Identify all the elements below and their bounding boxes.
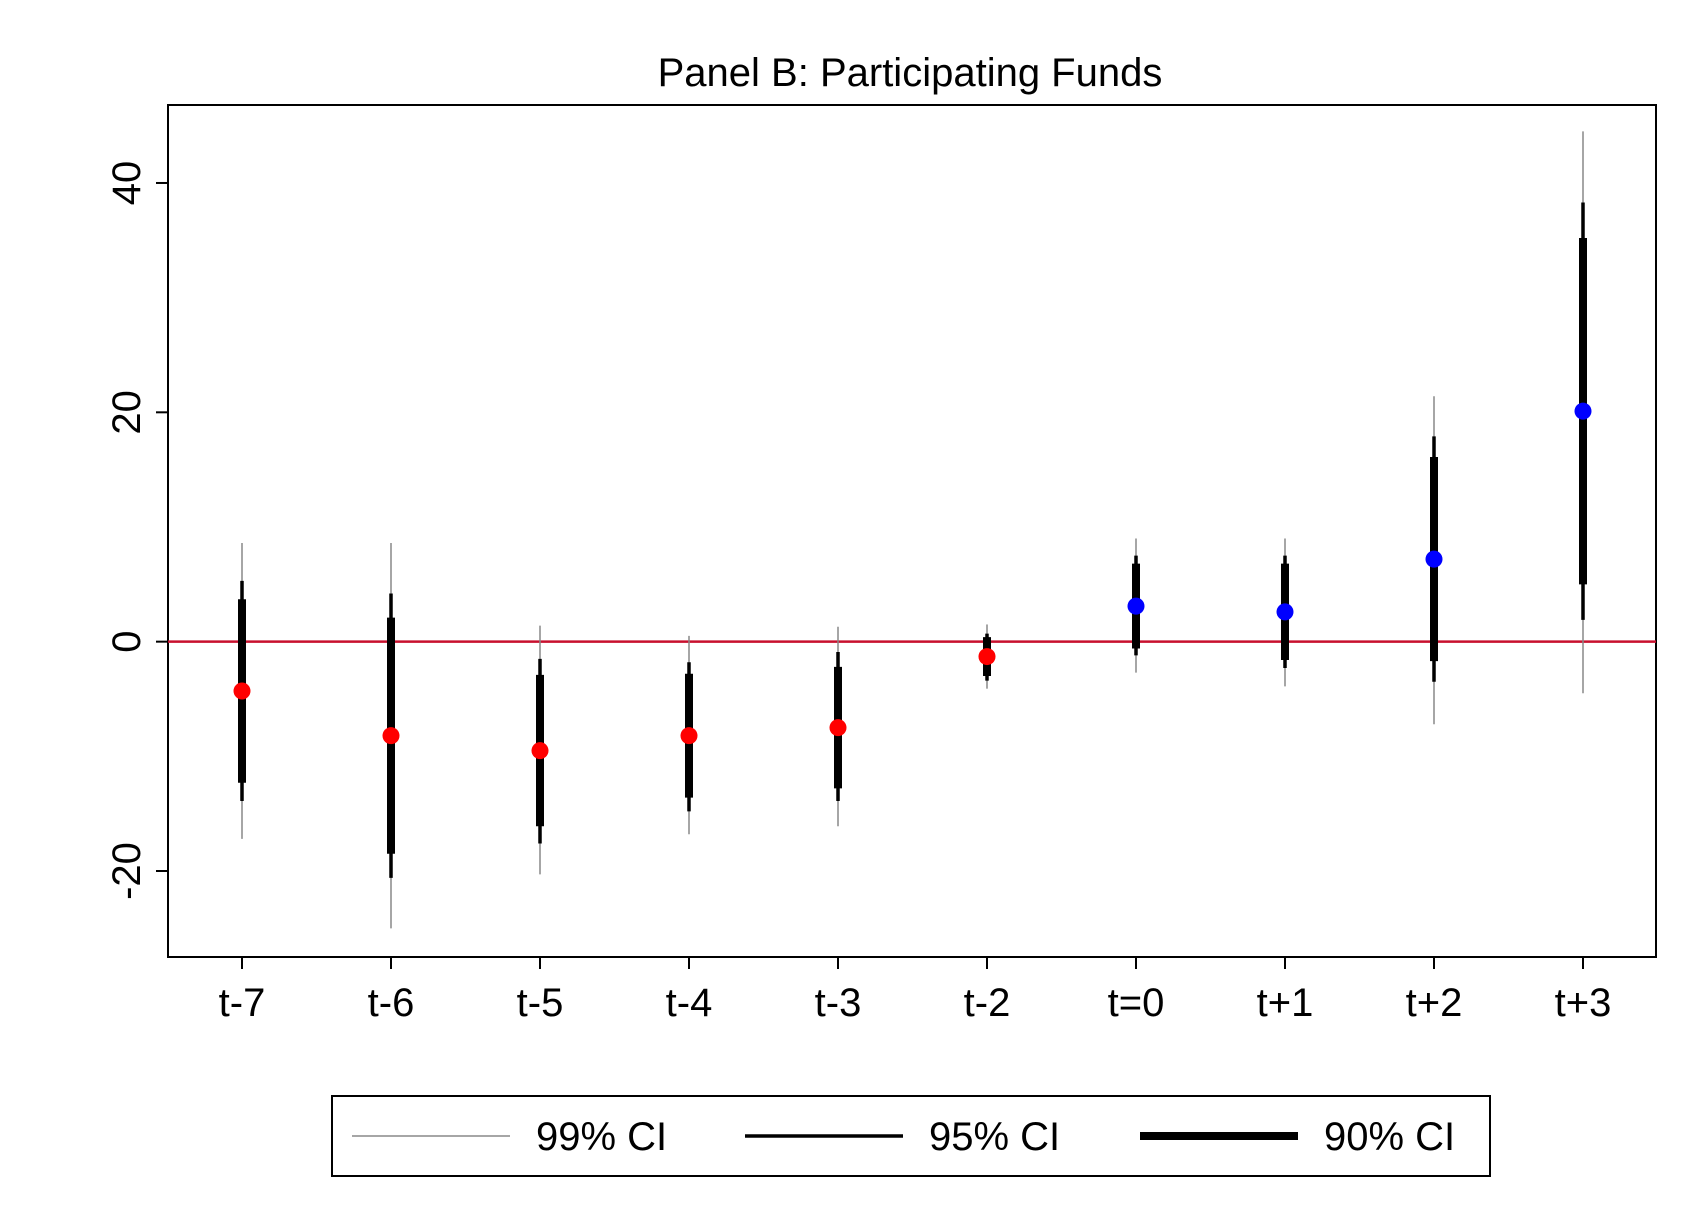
x-tick-label-3: t-4 xyxy=(666,981,713,1025)
legend-label-ci95: 95% CI xyxy=(929,1115,1060,1159)
x-tick-label-5: t-2 xyxy=(964,981,1011,1025)
y-tick-label-0: 40 xyxy=(105,161,149,206)
chart-title: Panel B: Participating Funds xyxy=(658,51,1163,95)
plot-area: 40 20 0 -20 t-7 t-6 t-5 t-4 t-3 t-2 t=0 t+1 t+2 t+3 xyxy=(105,104,1657,1025)
point-estimate-9 xyxy=(1574,402,1592,420)
legend: 99% CI 95% CI 90% CI xyxy=(331,1095,1491,1177)
point-estimate-1 xyxy=(382,727,400,745)
y-tick-label-2: 0 xyxy=(105,631,149,653)
x-tick-label-7: t+1 xyxy=(1257,981,1314,1025)
x-tick-label-9: t+3 xyxy=(1555,981,1612,1025)
point-estimate-6 xyxy=(1127,597,1145,615)
legend-label-ci90: 90% CI xyxy=(1324,1115,1455,1159)
x-tick-label-8: t+2 xyxy=(1406,981,1463,1025)
point-estimate-7 xyxy=(1276,603,1294,621)
x-tick-label-6: t=0 xyxy=(1108,981,1165,1025)
x-tick-label-4: t-3 xyxy=(815,981,862,1025)
x-tick-label-2: t-5 xyxy=(517,981,564,1025)
x-tick-label-1: t-6 xyxy=(368,981,415,1025)
point-estimate-8 xyxy=(1425,550,1443,568)
legend-label-ci99: 99% CI xyxy=(536,1115,667,1159)
y-tick-label-3: -20 xyxy=(105,842,149,900)
y-tick-label-1: 20 xyxy=(105,390,149,435)
point-estimate-0 xyxy=(233,682,251,700)
point-estimate-3 xyxy=(680,727,698,745)
plot-frame xyxy=(167,104,1657,958)
point-estimate-5 xyxy=(978,648,996,666)
point-estimate-2 xyxy=(531,742,549,760)
point-estimate-4 xyxy=(829,719,847,737)
legend-box xyxy=(331,1095,1491,1177)
x-tick-label-0: t-7 xyxy=(219,981,266,1025)
